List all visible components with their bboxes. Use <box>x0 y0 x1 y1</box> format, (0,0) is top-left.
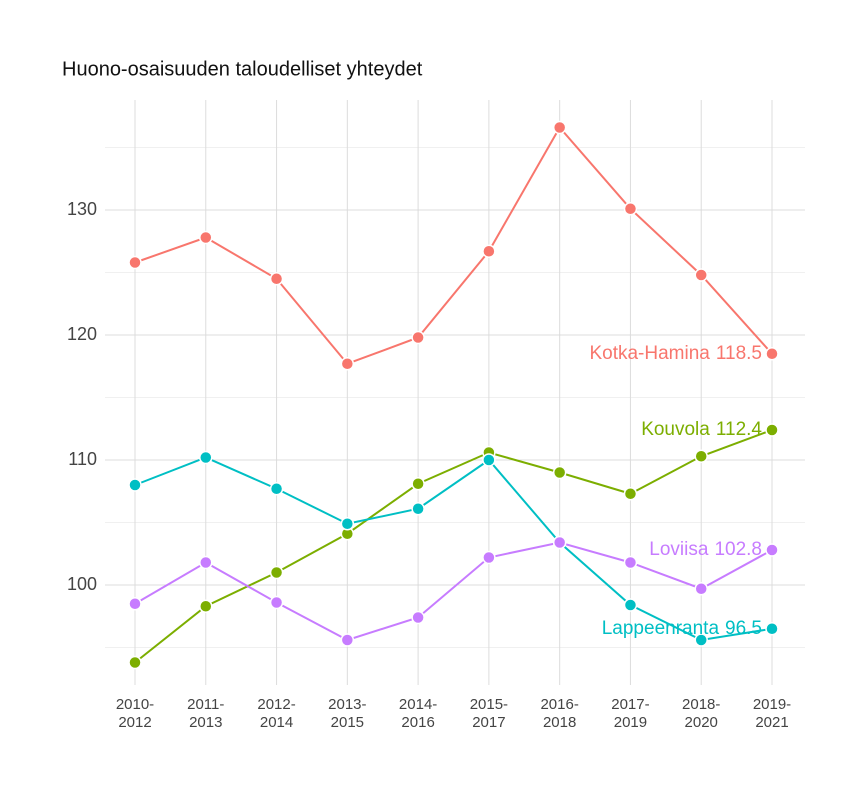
end-value: 112.4 <box>716 419 763 440</box>
point <box>411 477 425 491</box>
x-tick-label: 2015- 2017 <box>469 696 509 731</box>
point <box>694 449 708 463</box>
point <box>269 482 284 496</box>
point <box>694 268 708 282</box>
point <box>199 555 213 570</box>
end-value: 102.8 <box>714 539 762 560</box>
point <box>765 543 779 557</box>
point <box>199 450 213 465</box>
x-tick-label: 2019- 2021 <box>752 696 792 731</box>
x-tick-label: 2014- 2016 <box>398 696 438 731</box>
point <box>199 599 213 613</box>
point <box>269 272 284 286</box>
chart-title: Huono-osaisuuden taloudelliset yhteydet <box>62 58 423 80</box>
point <box>765 347 779 361</box>
point <box>128 255 142 270</box>
point <box>552 465 567 480</box>
series-line <box>134 456 773 642</box>
end-label: Loviisa 102.8 <box>649 539 762 560</box>
series-line <box>134 429 773 664</box>
point <box>482 453 496 467</box>
point <box>269 595 284 610</box>
point <box>694 633 708 647</box>
series-name: Kouvola <box>641 419 710 440</box>
point <box>340 517 355 531</box>
x-tick-label: 2011- 2013 <box>187 696 225 731</box>
end-value: 118.5 <box>716 343 762 364</box>
point <box>482 550 496 565</box>
point <box>411 330 425 345</box>
point <box>765 423 779 437</box>
point <box>411 502 425 516</box>
end-label: Kouvola 112.4 <box>641 419 762 440</box>
y-tick-label: 120 <box>67 324 97 344</box>
point <box>340 633 355 647</box>
point <box>552 535 567 550</box>
x-tick-label: 2018- 2020 <box>682 696 721 731</box>
point <box>623 598 638 612</box>
y-tick-label: 110 <box>68 449 97 469</box>
point <box>623 555 638 570</box>
point <box>694 582 708 596</box>
x-tick-label: 2010- 2012 <box>115 696 155 731</box>
point <box>128 655 142 670</box>
end-label: Lappeenranta 96.5 <box>602 618 762 639</box>
series-line <box>134 125 773 365</box>
point <box>482 244 496 258</box>
point <box>623 487 638 501</box>
series-name: Lappeenranta <box>602 618 720 639</box>
point <box>128 478 142 492</box>
point <box>340 357 355 371</box>
point <box>552 120 567 135</box>
series-line <box>134 541 773 642</box>
point <box>765 622 779 636</box>
point <box>623 202 638 216</box>
end-label: Kotka-Hamina 118.5 <box>589 343 762 364</box>
x-tick-label: 2013- 2015 <box>328 696 367 731</box>
y-tick-label: 100 <box>67 574 97 594</box>
x-tick-label: 2017- 2019 <box>611 696 650 731</box>
point <box>199 230 213 245</box>
point <box>411 610 425 625</box>
series-name: Loviisa <box>649 539 709 560</box>
y-tick-label: 130 <box>67 199 97 219</box>
point <box>128 597 142 611</box>
point <box>269 565 284 580</box>
x-tick-label: 2012- 2014 <box>257 696 296 731</box>
x-tick-label: 2016- 2018 <box>540 696 579 731</box>
end-value: 96.5 <box>725 618 762 639</box>
series-name: Kotka-Hamina <box>589 343 710 364</box>
